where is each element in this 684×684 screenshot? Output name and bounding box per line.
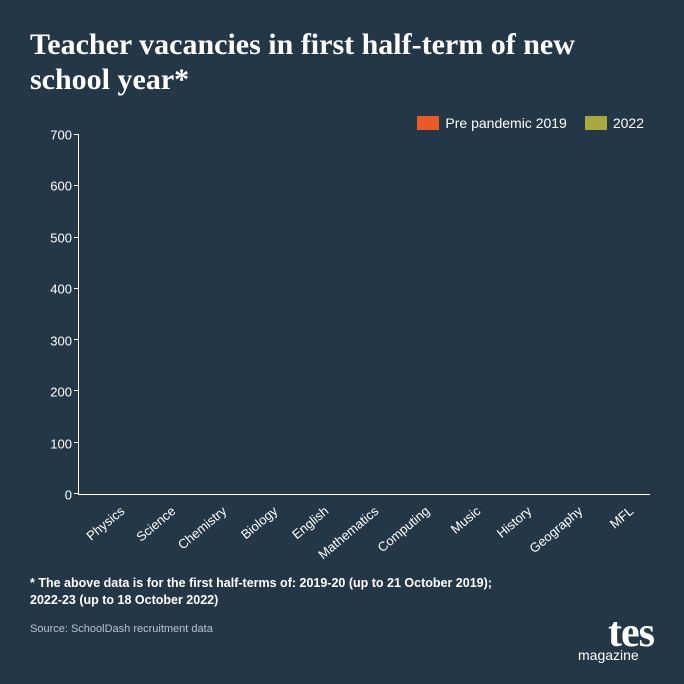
y-axis: 0100200300400500600700 (40, 135, 74, 495)
bars-container: PhysicsScienceChemistryBiologyEnglishMat… (79, 135, 650, 494)
y-tick-label: 100 (40, 436, 72, 451)
x-tick-label: Physics (79, 497, 128, 543)
legend-label-2022: 2022 (613, 115, 644, 131)
chart-title: Teacher vacancies in first half-term of … (30, 28, 654, 97)
legend-swatch-2019 (417, 116, 439, 130)
y-tick-label: 200 (40, 385, 72, 400)
legend-label-2019: Pre pandemic 2019 (445, 115, 566, 131)
plot-area: PhysicsScienceChemistryBiologyEnglishMat… (78, 135, 650, 495)
x-tick-label: Chemistry (170, 497, 230, 552)
x-tick-label: Geography (521, 497, 585, 556)
tes-logo: tes magazine (608, 616, 654, 662)
source-line: Source: SchoolDash recruitment data (30, 623, 654, 635)
y-tick-label: 0 (40, 488, 72, 503)
legend-item-2019: Pre pandemic 2019 (417, 115, 566, 131)
x-tick-label: MFL (601, 497, 636, 531)
legend: Pre pandemic 2019 2022 (30, 115, 654, 131)
x-tick-label: Computing (370, 497, 433, 555)
legend-item-2022: 2022 (585, 115, 644, 131)
y-tick-label: 400 (40, 282, 72, 297)
legend-swatch-2022 (585, 116, 607, 130)
footnote: * The above data is for the first half-t… (30, 575, 510, 609)
y-tick-label: 700 (40, 128, 72, 143)
chart-area: 0100200300400500600700 PhysicsScienceChe… (40, 135, 650, 495)
y-tick-label: 600 (40, 179, 72, 194)
x-tick-label: Biology (233, 497, 280, 542)
y-tick-label: 500 (40, 230, 72, 245)
x-tick-label: Music (443, 497, 484, 536)
y-tick-label: 300 (40, 333, 72, 348)
